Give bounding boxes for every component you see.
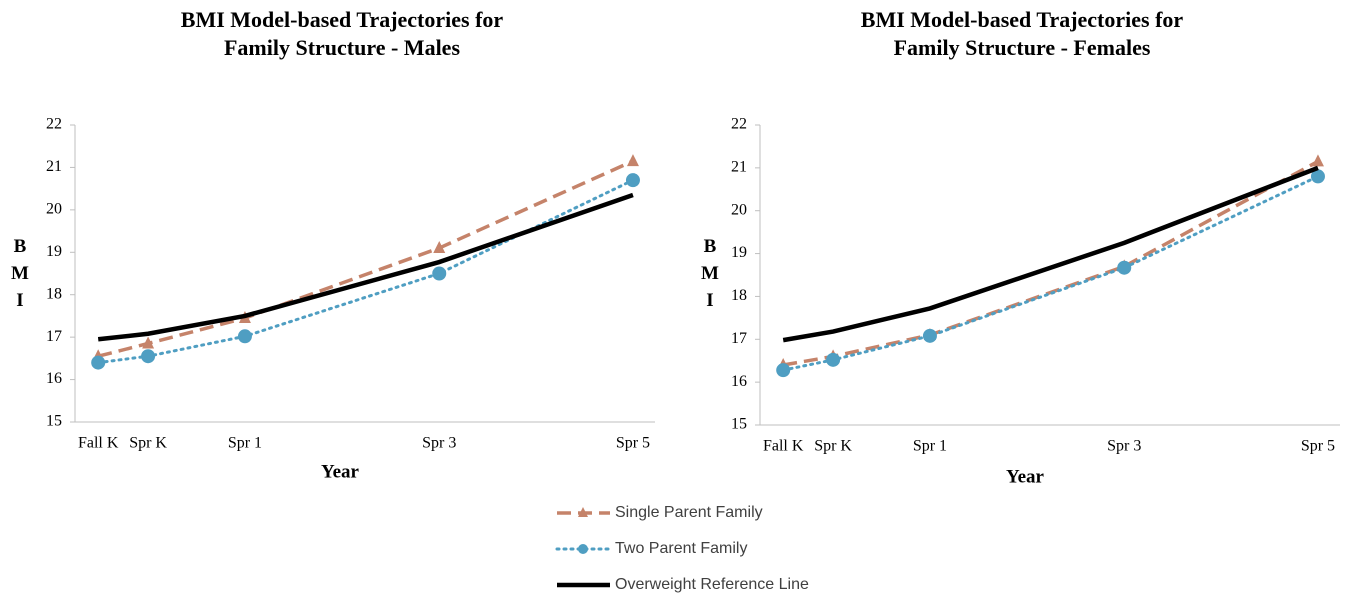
series-line bbox=[96, 178, 635, 365]
marker bbox=[1310, 169, 1325, 184]
x-tick-label: Spr K bbox=[129, 435, 167, 452]
y-tick-label: 17 bbox=[731, 330, 747, 347]
x-tick-label: Spr 3 bbox=[422, 435, 456, 452]
y-tick-label: 21 bbox=[731, 159, 747, 176]
marker bbox=[1311, 154, 1324, 167]
marker bbox=[432, 266, 447, 281]
y-tick-label: 20 bbox=[731, 201, 747, 218]
marker bbox=[142, 336, 155, 349]
y-tick-label: 21 bbox=[46, 158, 62, 175]
y-tick-label: 19 bbox=[46, 243, 62, 260]
legend-item: Two Parent Family bbox=[555, 540, 747, 557]
y-tick-label: 16 bbox=[46, 370, 62, 387]
x-tick-label: Spr 5 bbox=[616, 435, 650, 452]
x-tick-label: Spr 1 bbox=[228, 435, 262, 452]
y-tick-label: 22 bbox=[46, 116, 62, 133]
series-line bbox=[781, 174, 1320, 372]
legend-marker bbox=[578, 544, 588, 554]
y-tick-label: 19 bbox=[731, 244, 747, 261]
x-tick-label: Spr 3 bbox=[1107, 438, 1141, 455]
x-tick-label: Spr 1 bbox=[913, 438, 947, 455]
legend-label: Two Parent Family bbox=[615, 540, 747, 557]
x-axis-label: Year bbox=[321, 461, 360, 482]
marker bbox=[626, 154, 639, 167]
marker bbox=[826, 352, 841, 367]
marker bbox=[776, 363, 791, 378]
marker bbox=[625, 173, 640, 188]
y-tick-label: 22 bbox=[731, 116, 747, 133]
y-tick-label: 15 bbox=[46, 413, 62, 430]
marker bbox=[91, 355, 106, 370]
series-line bbox=[782, 165, 1319, 343]
y-tick-label: 20 bbox=[46, 201, 62, 218]
chart-title: BMI Model-based Trajectories for Family S… bbox=[181, 7, 504, 60]
x-tick-label: Fall K bbox=[763, 438, 804, 455]
y-tick-label: 15 bbox=[731, 416, 747, 433]
y-tick-label: 18 bbox=[46, 285, 62, 302]
series-line bbox=[782, 159, 1319, 367]
legend-label: Overweight Reference Line bbox=[615, 576, 809, 593]
marker bbox=[237, 329, 252, 344]
marker bbox=[141, 349, 156, 364]
x-tick-label: Fall K bbox=[78, 435, 119, 452]
y-tick-label: 18 bbox=[731, 287, 747, 304]
legend-item: Overweight Reference Line bbox=[557, 576, 809, 593]
y-tick-label: 16 bbox=[731, 373, 747, 390]
x-axis-label: Year bbox=[1006, 466, 1045, 487]
marker bbox=[922, 328, 937, 343]
marker bbox=[1117, 260, 1132, 275]
x-tick-label: Spr 5 bbox=[1301, 438, 1335, 455]
chart-title: BMI Model-based Trajectories for Family S… bbox=[861, 7, 1184, 60]
legend-item: Single Parent Family bbox=[557, 504, 763, 521]
legend-label: Single Parent Family bbox=[615, 504, 763, 521]
marker bbox=[433, 241, 446, 254]
series-line bbox=[97, 192, 634, 342]
legend-marker bbox=[578, 507, 588, 517]
y-tick-label: 17 bbox=[46, 328, 62, 345]
x-tick-label: Spr K bbox=[814, 438, 852, 455]
